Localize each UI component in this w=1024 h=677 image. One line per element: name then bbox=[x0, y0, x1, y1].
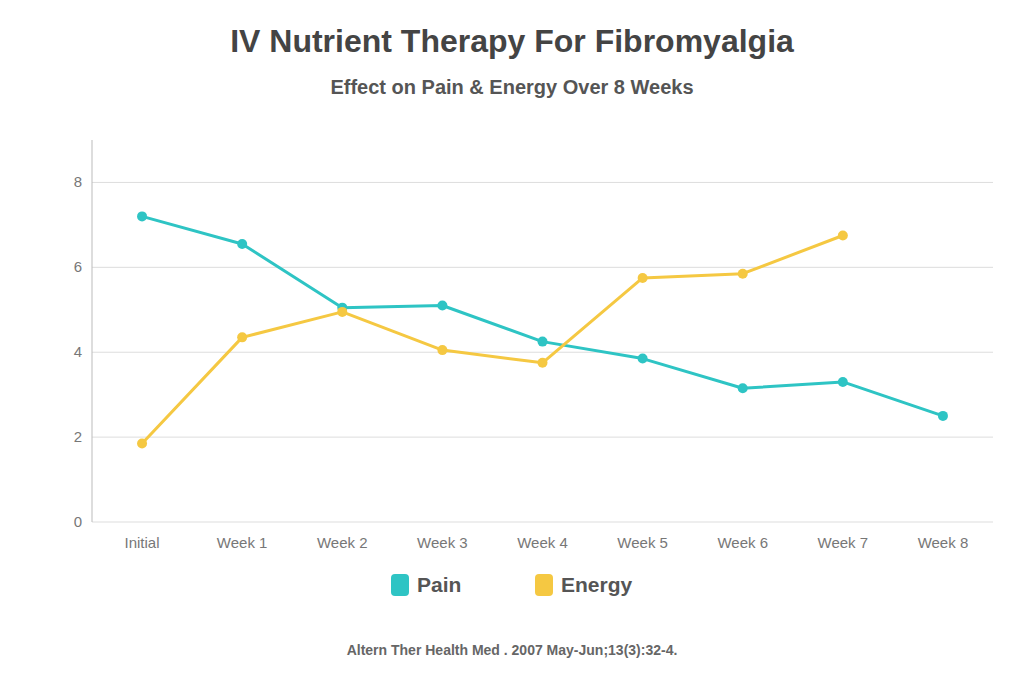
series-point bbox=[538, 337, 548, 347]
y-tick-label: 6 bbox=[74, 258, 82, 275]
series-point bbox=[137, 438, 147, 448]
x-tick-label: Week 2 bbox=[317, 534, 368, 551]
series-point bbox=[838, 377, 848, 387]
series-point bbox=[237, 239, 247, 249]
y-axis-line bbox=[92, 140, 93, 522]
grid-line bbox=[92, 522, 993, 523]
x-tick-label: Week 6 bbox=[717, 534, 768, 551]
grid-line bbox=[92, 437, 993, 438]
citation: Altern Ther Health Med . 2007 May-Jun;13… bbox=[347, 642, 678, 658]
y-tick-label: 0 bbox=[74, 513, 82, 530]
legend-label: Energy bbox=[561, 573, 633, 596]
series-point bbox=[437, 301, 447, 311]
x-tick-label: Week 1 bbox=[217, 534, 268, 551]
series-point bbox=[538, 358, 548, 368]
series-point bbox=[638, 273, 648, 283]
legend-swatch bbox=[391, 574, 409, 596]
legend-label: Pain bbox=[417, 573, 461, 596]
series-point bbox=[237, 332, 247, 342]
x-tick-label: Initial bbox=[125, 534, 160, 551]
x-tick-label: Week 8 bbox=[918, 534, 969, 551]
series-line bbox=[142, 236, 843, 444]
series-point bbox=[738, 383, 748, 393]
series-point bbox=[638, 354, 648, 364]
x-tick-label: Week 5 bbox=[617, 534, 668, 551]
y-tick-label: 2 bbox=[74, 428, 82, 445]
series-line bbox=[142, 216, 943, 415]
subtitle: Effect on Pain & Energy Over 8 Weeks bbox=[330, 76, 693, 98]
plot-area bbox=[137, 211, 948, 448]
series-point bbox=[437, 345, 447, 355]
grid-line bbox=[92, 267, 993, 268]
x-tick-label: Week 3 bbox=[417, 534, 468, 551]
x-tick-label: Week 7 bbox=[818, 534, 869, 551]
series-point bbox=[938, 411, 948, 421]
series-point bbox=[838, 231, 848, 241]
title: IV Nutrient Therapy For Fibromyalgia bbox=[230, 23, 794, 59]
series-point bbox=[137, 211, 147, 221]
y-tick-label: 8 bbox=[74, 173, 82, 190]
legend-swatch bbox=[535, 574, 553, 596]
y-tick-label: 4 bbox=[74, 343, 82, 360]
grid-line bbox=[92, 182, 993, 183]
series-point bbox=[738, 269, 748, 279]
x-tick-label: Week 4 bbox=[517, 534, 568, 551]
legend: Pain Energy bbox=[391, 573, 633, 596]
grid bbox=[92, 182, 993, 522]
series-point bbox=[337, 307, 347, 317]
chart: IV Nutrient Therapy For Fibromyalgia Effe… bbox=[0, 0, 1024, 677]
